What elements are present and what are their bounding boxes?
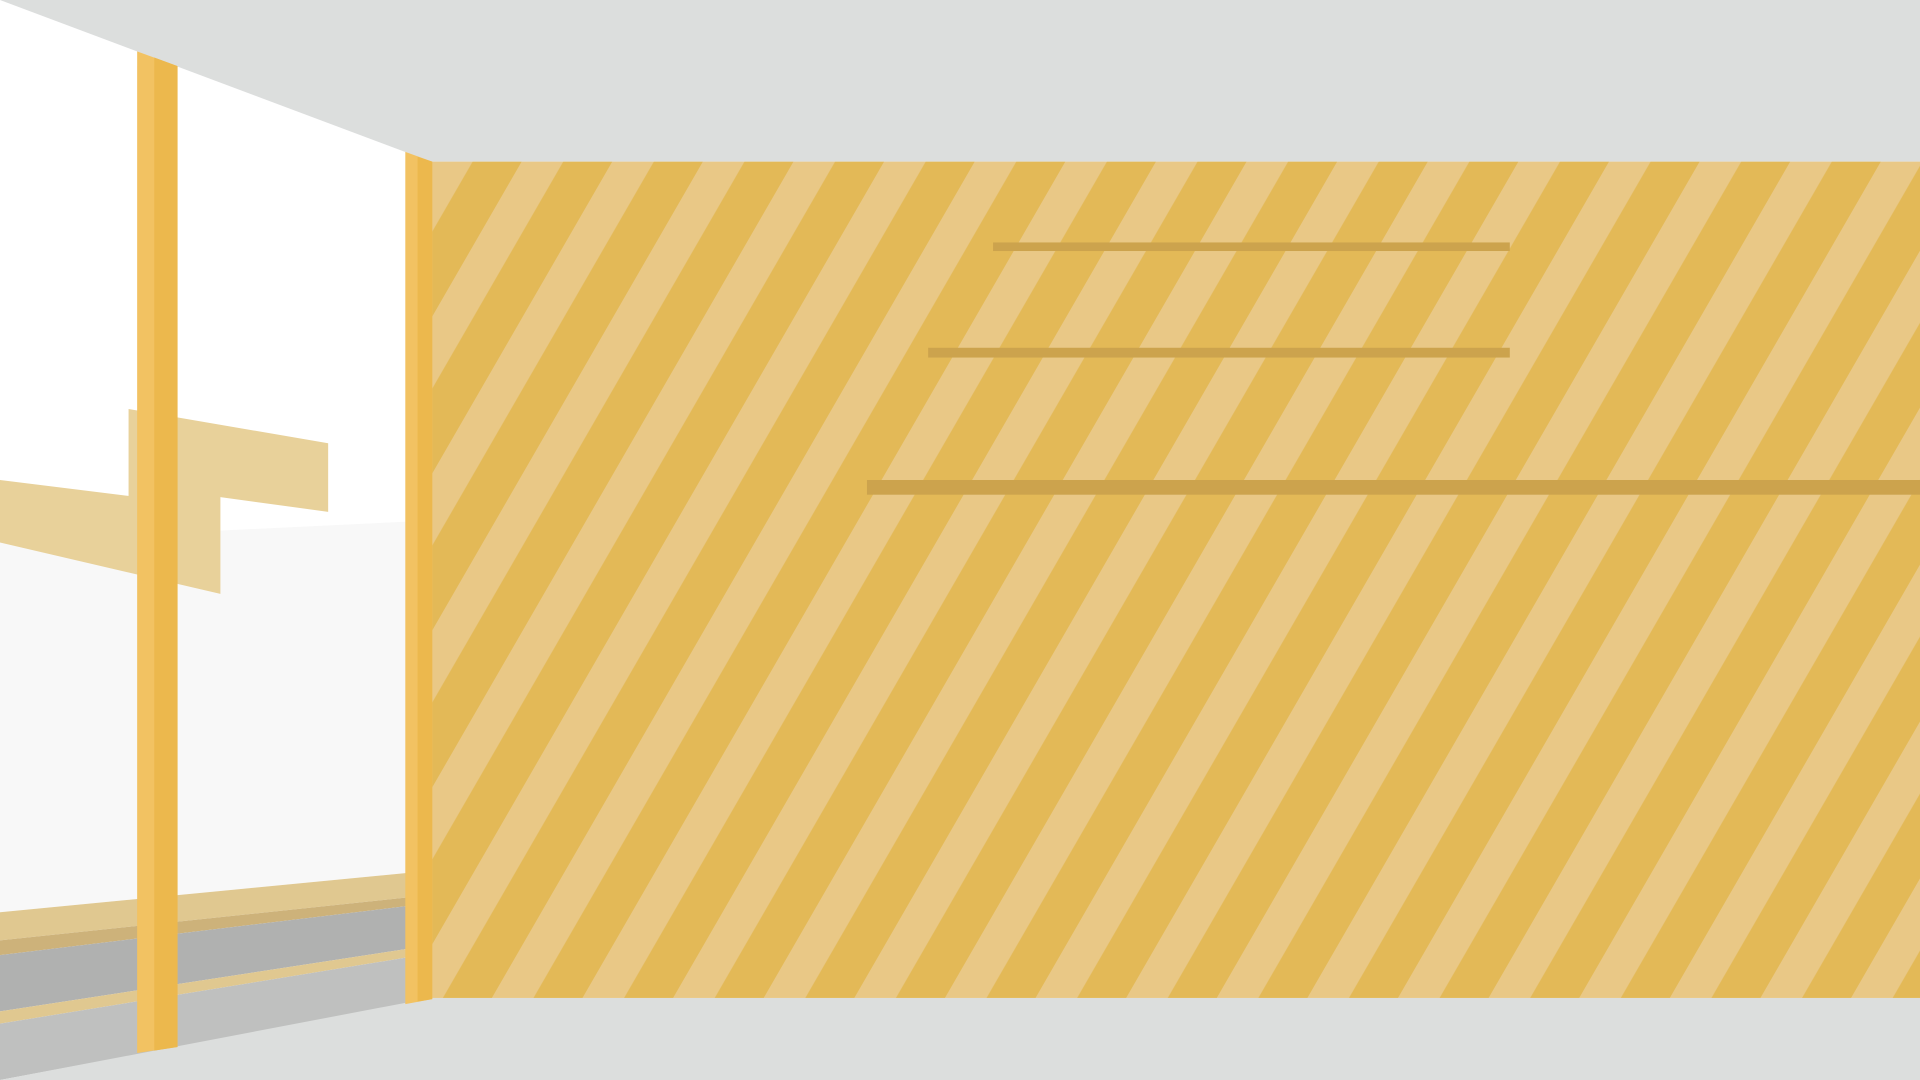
ceiling: [0, 0, 1920, 162]
pillar-shade: [417, 156, 433, 1002]
shelf: [928, 347, 1510, 358]
window-ground: [0, 521, 407, 913]
shelf: [993, 242, 1510, 252]
floor-band: [0, 948, 407, 1024]
pillar-shade: [154, 57, 178, 1051]
back-wall: [431, 161, 1920, 998]
floor-band: [0, 957, 407, 1080]
shelf: [866, 480, 1920, 495]
floor: [0, 997, 1920, 1080]
floor-band: [0, 906, 407, 1012]
floor-band: [0, 873, 407, 941]
floor-band: [0, 897, 407, 956]
